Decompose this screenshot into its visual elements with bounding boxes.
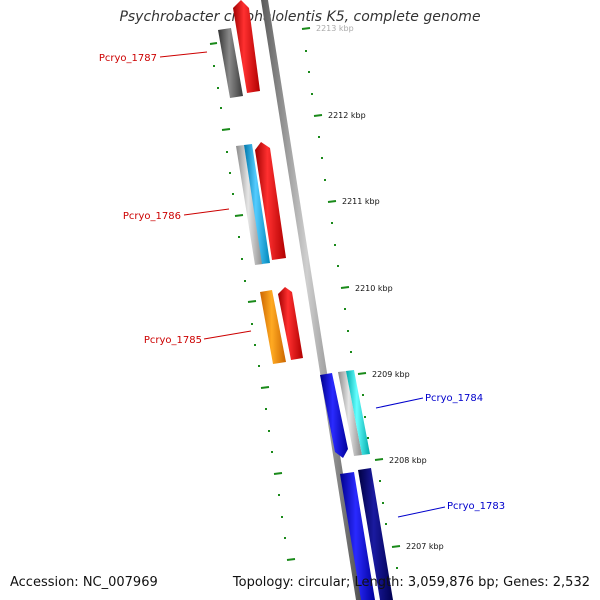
map-title: Psychrobacter cryohalolentis K5, complet… xyxy=(119,9,481,25)
cds-arrow xyxy=(320,373,348,458)
scale-label: 2209 kbp xyxy=(372,370,410,379)
gene-feature-pcryo-1783[interactable] xyxy=(340,468,393,600)
gene-bar xyxy=(218,28,243,98)
gene-feature-pcryo-1787[interactable] xyxy=(218,0,260,98)
scale-label: 2212 kbp xyxy=(328,111,366,120)
gene-feature-pcryo-1785[interactable] xyxy=(260,287,303,364)
misc-bar-navy xyxy=(358,468,393,600)
gene-feature-pcryo-1784[interactable] xyxy=(320,370,370,458)
inner-tick-track xyxy=(209,42,296,561)
outer-tick-track xyxy=(301,27,401,569)
cds-arrow xyxy=(233,0,260,93)
scale-label: 2208 kbp xyxy=(389,456,427,465)
genome-stats-text: Topology: circular; Length: 3,059,876 bp… xyxy=(232,575,590,590)
gene-bar-light xyxy=(338,371,362,456)
trna-bar xyxy=(244,144,270,264)
label-leaders xyxy=(159,51,446,518)
gene-label-pcryo-1785[interactable]: Pcryo_1785 xyxy=(144,335,202,346)
gene-label-pcryo-1787[interactable]: Pcryo_1787 xyxy=(99,53,157,64)
cds-arrow xyxy=(255,142,286,260)
gene-label-pcryo-1786[interactable]: Pcryo_1786 xyxy=(123,211,181,222)
cds-arrow xyxy=(278,287,303,360)
scale-label: 2211 kbp xyxy=(342,197,380,206)
gene-label-pcryo-1784[interactable]: Pcryo_1784 xyxy=(425,393,483,404)
accession-text: Accession: NC_007969 xyxy=(10,575,158,590)
scale-label: 2210 kbp xyxy=(355,284,393,293)
gene-label-pcryo-1783[interactable]: Pcryo_1783 xyxy=(447,501,505,512)
scale-label: 2213 kbp xyxy=(316,24,354,33)
scale-labels: 2213 kbp 2212 kbp 2211 kbp 2210 kbp 2209… xyxy=(316,24,444,551)
misc-bar-cyan xyxy=(346,370,370,455)
cds-bar xyxy=(340,472,375,600)
scale-label: 2207 kbp xyxy=(406,542,444,551)
gene-feature-pcryo-1786[interactable] xyxy=(236,142,286,265)
gene-bar-light xyxy=(236,145,263,265)
rrna-bar xyxy=(260,290,286,364)
